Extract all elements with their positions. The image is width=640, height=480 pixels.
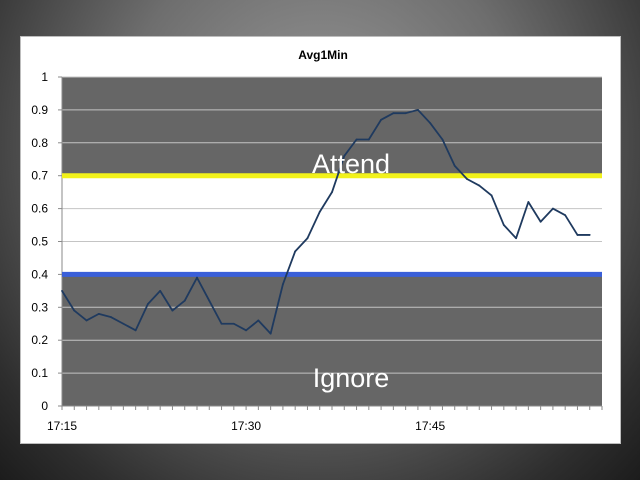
data-point xyxy=(380,118,382,121)
data-point xyxy=(539,220,542,223)
data-point xyxy=(134,329,137,332)
y-tick-label: 0.9 xyxy=(31,103,48,117)
data-point xyxy=(196,276,198,279)
data-point xyxy=(61,289,63,292)
y-tick-label: 0.7 xyxy=(31,169,48,183)
data-point xyxy=(245,329,247,332)
y-tick-label: 0.4 xyxy=(31,267,48,281)
x-tick-label: 17:30 xyxy=(231,419,261,433)
data-point xyxy=(564,214,567,217)
data-point xyxy=(331,191,333,194)
chart-card: Attend Ignore 0 0.1 0.2 0.3 0.4 0.5 0.6 0.7 0.8 0.… xyxy=(20,36,621,444)
y-tick-label: 0.3 xyxy=(31,300,48,314)
y-tick-label: 0.2 xyxy=(31,333,48,347)
zone-label-ignore: Ignore xyxy=(313,363,390,393)
data-point xyxy=(232,322,235,325)
data-point xyxy=(478,184,481,187)
data-point xyxy=(515,237,517,240)
y-tick-label: 0.1 xyxy=(31,366,48,380)
data-point xyxy=(208,299,211,302)
data-point xyxy=(441,138,444,141)
data-point xyxy=(355,138,358,141)
data-point xyxy=(490,194,493,197)
data-point xyxy=(552,207,554,210)
data-point xyxy=(294,250,297,253)
zone-label-attend: Attend xyxy=(312,149,390,179)
data-point xyxy=(417,109,419,111)
data-point xyxy=(318,210,321,213)
data-point xyxy=(85,319,88,322)
y-tick-label: 0.8 xyxy=(31,136,48,150)
data-point xyxy=(527,201,530,203)
y-tick-label: 0.6 xyxy=(31,202,48,216)
x-tick-label: 17:15 xyxy=(47,419,77,433)
data-point xyxy=(306,237,309,240)
data-point xyxy=(97,312,100,315)
data-point xyxy=(183,299,186,302)
data-point xyxy=(576,234,579,236)
data-point xyxy=(257,319,260,322)
data-point xyxy=(220,322,223,325)
y-tick-label: 1 xyxy=(41,70,48,84)
data-point xyxy=(147,303,149,305)
data-point xyxy=(588,234,591,236)
chart-title: Avg1Min xyxy=(298,48,348,62)
line-chart: Attend Ignore 0 0.1 0.2 0.3 0.4 0.5 0.6 0.7 0.8 0.… xyxy=(31,48,603,433)
data-point xyxy=(159,289,162,292)
data-point xyxy=(392,112,395,115)
data-point xyxy=(282,283,284,286)
data-point xyxy=(269,332,272,335)
data-point xyxy=(404,112,407,115)
data-point xyxy=(343,155,346,157)
data-point xyxy=(73,309,76,312)
data-point xyxy=(502,224,505,226)
data-point xyxy=(110,316,112,319)
data-point xyxy=(453,164,456,167)
series-line-0 xyxy=(61,109,590,335)
zone-band-attend xyxy=(62,77,602,176)
data-point xyxy=(367,138,370,141)
y-tick-label: 0.5 xyxy=(31,235,48,249)
x-tick-label: 17:45 xyxy=(415,419,445,433)
data-point xyxy=(429,122,432,124)
data-point xyxy=(466,178,468,180)
y-tick-label: 0 xyxy=(41,399,48,413)
data-point xyxy=(171,309,174,312)
data-point xyxy=(122,322,125,325)
